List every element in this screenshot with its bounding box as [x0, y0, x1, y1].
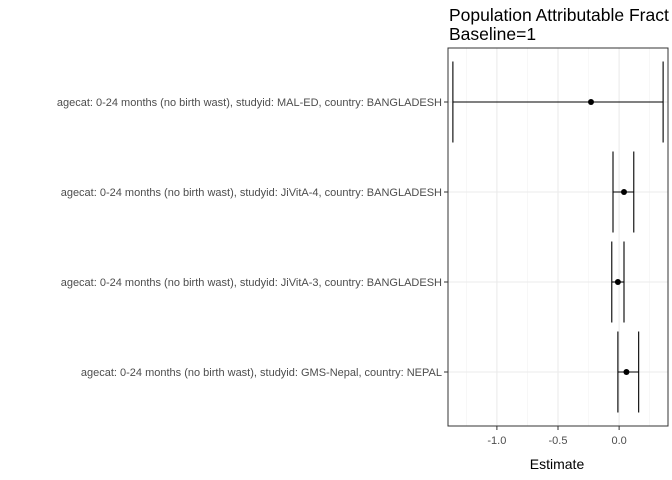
x-tick-label: -1.0	[487, 435, 506, 447]
point-estimate	[614, 279, 621, 285]
y-tick-label: agecat: 0-24 months (no birth wast), stu…	[81, 367, 442, 379]
x-tick-label: -0.5	[549, 435, 568, 447]
chart-title: Population Attributable Fract	[449, 5, 669, 25]
y-tick-label: agecat: 0-24 months (no birth wast), stu…	[57, 97, 442, 109]
point-estimates	[588, 99, 630, 375]
y-tick-label: agecat: 0-24 months (no birth wast), stu…	[61, 277, 442, 289]
point-estimate	[621, 189, 627, 195]
point-estimate	[623, 369, 630, 375]
y-tick-label: agecat: 0-24 months (no birth wast), stu…	[61, 187, 442, 199]
x-tick-label: 0.0	[611, 435, 626, 447]
chart-subtitle: Baseline=1	[449, 24, 536, 44]
y-axis-labels: agecat: 0-24 months (no birth wast), stu…	[57, 97, 448, 379]
point-estimate	[588, 99, 594, 105]
x-axis-ticks: -1.0 -0.5 0.0	[487, 426, 627, 447]
x-axis-title: Estimate	[530, 456, 585, 472]
